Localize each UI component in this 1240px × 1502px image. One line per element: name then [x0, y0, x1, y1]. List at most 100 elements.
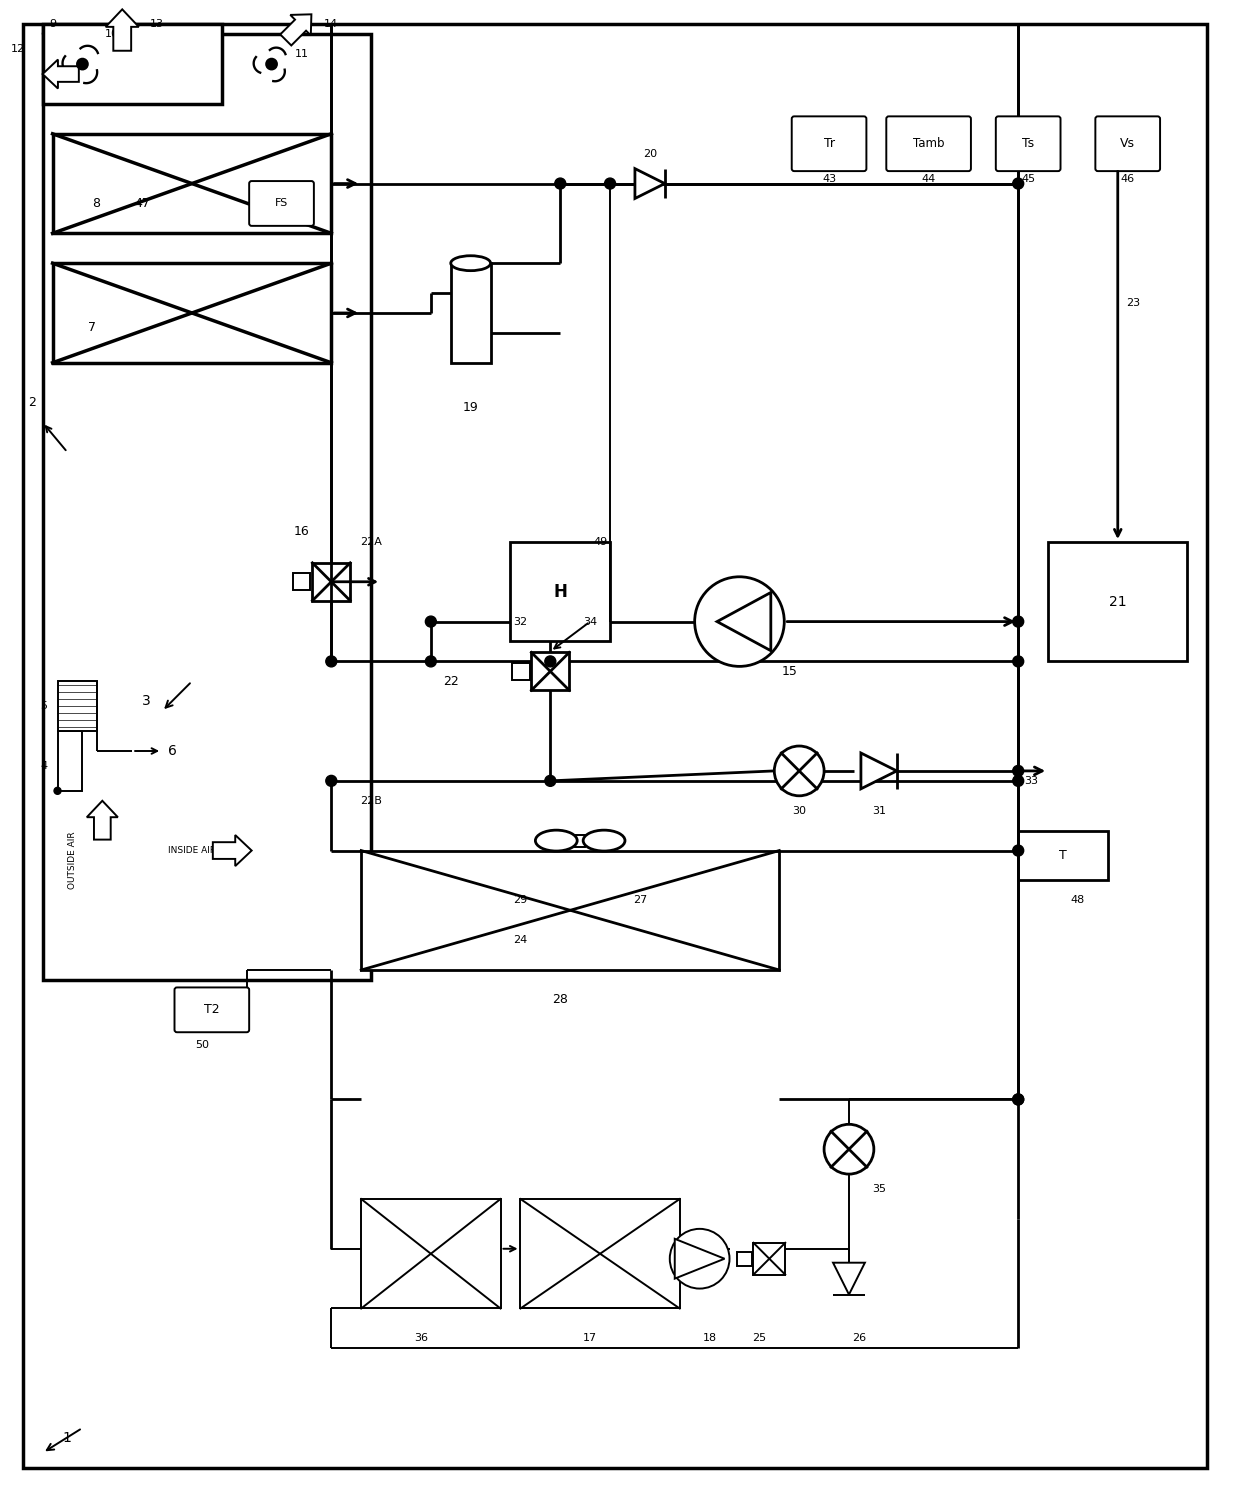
- FancyBboxPatch shape: [887, 116, 971, 171]
- Bar: [361, 1199, 501, 1308]
- Bar: [312, 563, 350, 601]
- Circle shape: [77, 59, 87, 69]
- Bar: [57, 731, 82, 792]
- Text: 8: 8: [92, 197, 100, 210]
- Circle shape: [1013, 656, 1024, 667]
- Text: 16: 16: [294, 526, 309, 539]
- Text: 15: 15: [781, 665, 797, 677]
- Text: 2: 2: [27, 397, 36, 409]
- Text: 36: 36: [414, 1334, 428, 1343]
- Text: 9: 9: [50, 20, 56, 29]
- Text: 34: 34: [583, 617, 598, 626]
- Bar: [52, 263, 331, 363]
- Text: 25: 25: [753, 1334, 766, 1343]
- Circle shape: [267, 59, 277, 69]
- Polygon shape: [280, 15, 311, 45]
- Text: 3: 3: [143, 694, 151, 709]
- Bar: [294, 574, 310, 590]
- Text: 18: 18: [703, 1334, 717, 1343]
- Bar: [57, 682, 98, 731]
- Ellipse shape: [583, 831, 625, 852]
- Bar: [511, 542, 610, 641]
- Text: 22: 22: [443, 674, 459, 688]
- FancyBboxPatch shape: [249, 182, 314, 225]
- Bar: [512, 662, 529, 680]
- Text: 32: 32: [513, 617, 527, 626]
- Bar: [575, 835, 585, 847]
- Text: 12: 12: [11, 44, 25, 54]
- Bar: [42, 35, 371, 979]
- FancyBboxPatch shape: [791, 116, 867, 171]
- Bar: [451, 263, 491, 363]
- Circle shape: [605, 179, 615, 189]
- Bar: [52, 134, 331, 233]
- Text: 43: 43: [822, 174, 836, 183]
- Text: 50: 50: [195, 1039, 208, 1050]
- Circle shape: [774, 746, 825, 796]
- Text: 10: 10: [105, 29, 119, 39]
- Text: Vs: Vs: [1120, 137, 1135, 150]
- Circle shape: [544, 775, 556, 787]
- Circle shape: [1013, 179, 1024, 189]
- Circle shape: [544, 656, 556, 667]
- Text: T: T: [1059, 849, 1066, 862]
- Text: Tr: Tr: [823, 137, 835, 150]
- Bar: [1018, 831, 1107, 880]
- Circle shape: [1013, 846, 1024, 856]
- Circle shape: [78, 60, 87, 68]
- Text: INSIDE AIR: INSIDE AIR: [167, 846, 216, 855]
- Text: 19: 19: [463, 401, 479, 415]
- Circle shape: [326, 775, 337, 787]
- Polygon shape: [42, 60, 79, 89]
- Text: 21: 21: [1109, 595, 1127, 608]
- Text: 27: 27: [632, 895, 647, 906]
- Bar: [361, 850, 779, 970]
- FancyBboxPatch shape: [175, 987, 249, 1032]
- Text: 14: 14: [324, 20, 339, 29]
- FancyBboxPatch shape: [1095, 116, 1161, 171]
- Polygon shape: [861, 753, 897, 789]
- Circle shape: [268, 60, 275, 68]
- Bar: [532, 652, 569, 691]
- Circle shape: [1013, 1093, 1024, 1105]
- Text: 7: 7: [88, 321, 97, 335]
- Text: 4: 4: [41, 762, 47, 771]
- Circle shape: [1013, 766, 1024, 777]
- Text: 26: 26: [852, 1334, 866, 1343]
- Bar: [42, 24, 222, 104]
- Bar: [1048, 542, 1188, 661]
- Bar: [738, 1251, 751, 1266]
- Text: 11: 11: [294, 50, 309, 59]
- Text: 20: 20: [642, 149, 657, 159]
- Polygon shape: [213, 835, 252, 867]
- Polygon shape: [635, 168, 665, 198]
- Text: 6: 6: [167, 743, 176, 759]
- Text: 45: 45: [1021, 174, 1035, 183]
- Text: 44: 44: [921, 174, 936, 183]
- Polygon shape: [675, 1239, 724, 1278]
- Text: 23: 23: [1126, 297, 1140, 308]
- Text: 47: 47: [134, 197, 150, 210]
- Text: 22B: 22B: [360, 796, 382, 805]
- Text: 28: 28: [552, 993, 568, 1006]
- Polygon shape: [87, 801, 118, 840]
- Text: Ts: Ts: [1022, 137, 1034, 150]
- Text: 13: 13: [150, 20, 164, 29]
- Text: 35: 35: [872, 1184, 885, 1194]
- Circle shape: [825, 1125, 874, 1175]
- Circle shape: [1013, 616, 1024, 626]
- Circle shape: [55, 787, 61, 795]
- Circle shape: [425, 656, 436, 667]
- Polygon shape: [105, 9, 139, 51]
- Circle shape: [694, 577, 784, 667]
- Text: OUTSIDE AIR: OUTSIDE AIR: [68, 832, 77, 889]
- Text: 22A: 22A: [360, 536, 382, 547]
- Circle shape: [670, 1229, 729, 1289]
- Bar: [754, 1242, 785, 1275]
- Circle shape: [1013, 1093, 1024, 1105]
- Text: 48: 48: [1071, 895, 1085, 906]
- Polygon shape: [833, 1263, 864, 1295]
- Text: 30: 30: [792, 805, 806, 816]
- FancyBboxPatch shape: [996, 116, 1060, 171]
- Text: 33: 33: [1024, 777, 1038, 786]
